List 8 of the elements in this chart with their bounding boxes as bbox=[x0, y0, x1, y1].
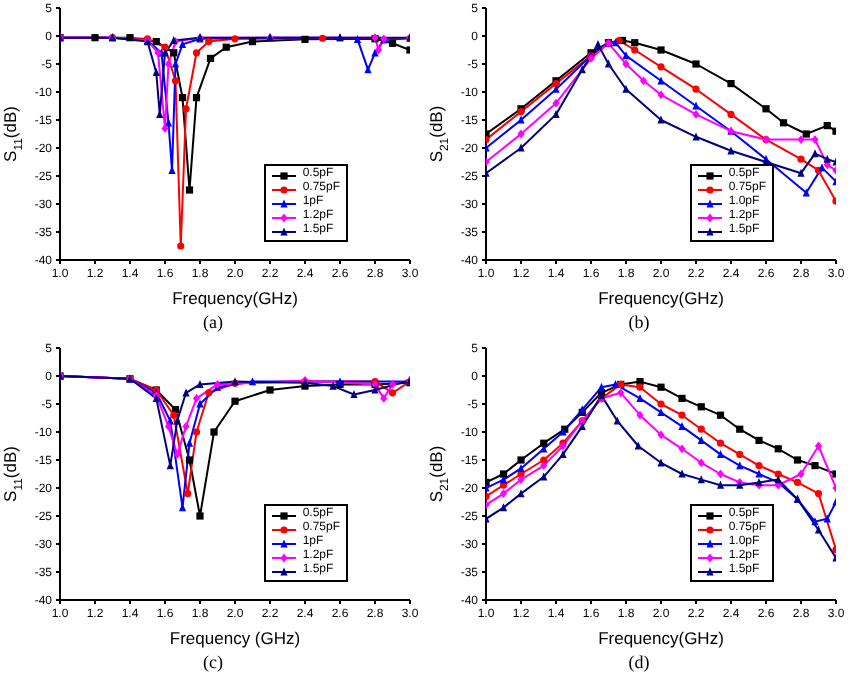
x-axis-title: Frequency (GHz) bbox=[169, 628, 301, 648]
x-axis-title: Frequency(GHz) bbox=[598, 628, 725, 648]
text: (a) bbox=[201, 312, 225, 332]
x-axis-title: Frequency(GHz) bbox=[598, 288, 725, 308]
text: (d) bbox=[626, 652, 652, 672]
x-axis-title: Frequency(GHz) bbox=[172, 288, 299, 308]
text: (b) bbox=[626, 312, 652, 332]
text: (c) bbox=[201, 652, 225, 672]
